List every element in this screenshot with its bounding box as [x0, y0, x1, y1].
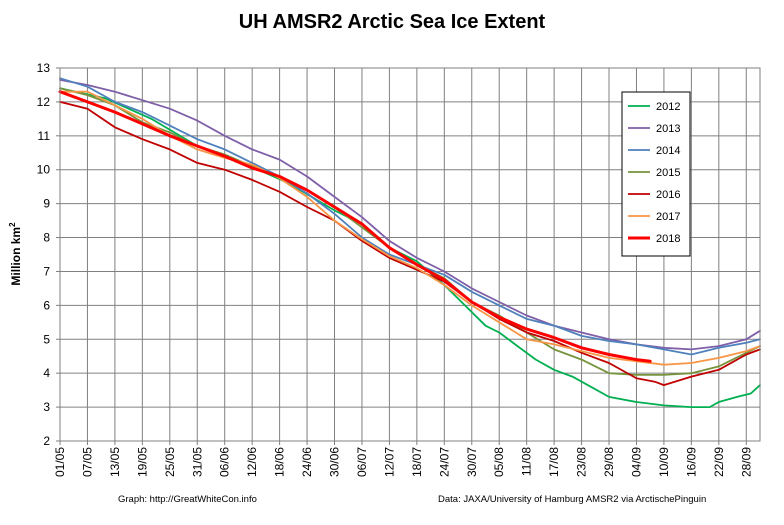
x-tick-label: 06/06: [218, 447, 232, 477]
y-axis-label-sup: 2: [8, 222, 17, 227]
x-tick-label: 11/08: [520, 447, 534, 476]
x-tick-label: 07/05: [80, 447, 94, 477]
y-tick-label: 3: [43, 400, 50, 414]
plot-frame: [59, 67, 761, 442]
legend-label-2018: 2018: [656, 233, 680, 245]
y-tick-label: 10: [37, 163, 51, 177]
legend-label-2013: 2013: [656, 123, 680, 135]
x-tick-label: 18/07: [410, 447, 424, 477]
x-tick-label: 19/05: [135, 447, 149, 477]
x-tick-label: 24/06: [300, 447, 314, 477]
x-tick-label: 17/08: [547, 447, 561, 477]
x-tick-label: 24/07: [437, 447, 451, 477]
x-tick-label: 29/08: [602, 447, 616, 477]
y-tick-label: 11: [38, 129, 51, 143]
y-tick-label: 2: [43, 434, 50, 448]
y-tick-label: 4: [43, 366, 50, 380]
y-tick-label: 13: [37, 61, 51, 75]
chart-title: UH AMSR2 Arctic Sea Ice Extent: [239, 11, 546, 33]
series-lines: [58, 77, 761, 409]
x-tick-label: 01/05: [53, 447, 67, 477]
x-tick-label: 23/08: [575, 447, 589, 477]
y-tick-label: 12: [37, 95, 51, 109]
series-line-2013: [59, 79, 761, 351]
x-tick-label: 30/06: [328, 447, 342, 477]
y-tick-label: 5: [43, 332, 50, 346]
y-tick-label: 8: [43, 231, 50, 245]
legend-label-2016: 2016: [656, 189, 680, 201]
x-tick-label: 31/05: [190, 447, 204, 477]
legend: 2012 2013 2014 2015 2016 2017 2018: [621, 91, 691, 257]
footer-credit-right: Data: JAXA/University of Hamburg AMSR2 v…: [438, 494, 706, 505]
x-tick-label: 16/09: [684, 447, 698, 477]
legend-label-2017: 2017: [656, 211, 680, 223]
x-axis-ticks: 01/05 07/05 13/05 19/05 25/05 31/05 06/06 12/06…: [53, 441, 753, 477]
x-tick-label: 28/09: [739, 447, 753, 477]
series-line-2018: [58, 90, 652, 363]
x-tick-label: 12/06: [245, 447, 259, 477]
legend-label-2014: 2014: [656, 145, 680, 157]
legend-label-2015: 2015: [656, 167, 680, 179]
y-axis-ticks: 2 3 4 5 6 7 8 9 10 11 12 13: [37, 61, 60, 448]
x-tick-label: 18/06: [273, 447, 287, 477]
y-axis-label: Million km2: [8, 222, 23, 286]
legend-label-2012: 2012: [656, 101, 680, 113]
x-tick-label: 06/07: [355, 447, 369, 477]
x-tick-label: 12/07: [382, 447, 396, 477]
y-tick-label: 9: [43, 197, 50, 211]
x-tick-label: 22/09: [712, 447, 726, 477]
x-tick-label: 30/07: [465, 447, 479, 477]
y-tick-label: 6: [43, 298, 50, 312]
x-tick-label: 13/05: [108, 447, 122, 477]
y-axis-label-main: Million km: [9, 227, 23, 286]
x-tick-label: 25/05: [163, 447, 177, 477]
x-tick-label: 10/09: [657, 447, 671, 477]
x-tick-label: 04/09: [629, 447, 643, 477]
x-tick-label: 05/08: [492, 447, 506, 477]
legend-box: [621, 91, 691, 257]
y-tick-label: 7: [43, 264, 50, 278]
footer-credit-left: Graph: http://GreatWhiteCon.info: [118, 494, 257, 505]
